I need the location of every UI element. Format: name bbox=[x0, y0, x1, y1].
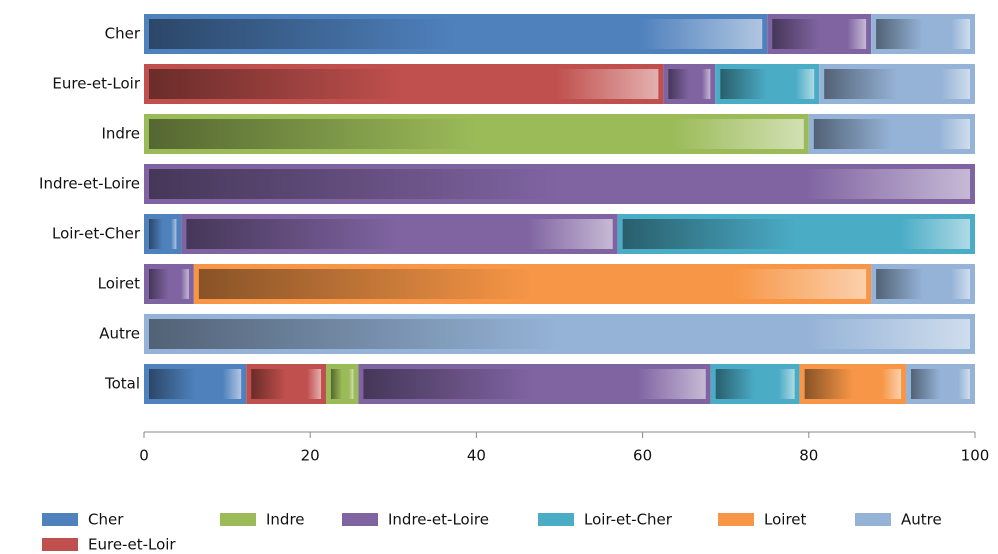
x-tick-label: 40 bbox=[467, 447, 486, 465]
y-tick-label: Indre-et-Loire bbox=[39, 175, 140, 193]
legend-swatch bbox=[220, 513, 256, 526]
x-tick-label: 20 bbox=[301, 447, 320, 465]
bar-segment-shade bbox=[149, 269, 189, 299]
bar-segment-shade bbox=[363, 369, 706, 399]
legend-swatch bbox=[342, 513, 378, 526]
bar-segment-shade bbox=[715, 369, 795, 399]
y-tick-label: Total bbox=[104, 375, 140, 393]
bar-segment-shade bbox=[813, 119, 970, 149]
legend-swatch bbox=[855, 513, 891, 526]
bar-segment-shade bbox=[149, 169, 970, 199]
bar-segment-shade bbox=[149, 319, 970, 349]
y-tick-label: Loir-et-Cher bbox=[52, 225, 141, 243]
bar-segment-shade bbox=[149, 19, 763, 49]
bar-segment-shade bbox=[876, 269, 970, 299]
bar-segment-shade bbox=[198, 269, 867, 299]
legend-swatch bbox=[42, 513, 78, 526]
bar-segment-shade bbox=[251, 369, 321, 399]
legend-label: Indre bbox=[266, 511, 305, 529]
legend-label: Loiret bbox=[764, 511, 807, 529]
bar-segment-shade bbox=[911, 369, 970, 399]
bar-segment-shade bbox=[330, 369, 354, 399]
bar-segment-shade bbox=[622, 219, 970, 249]
bar-segment-shade bbox=[824, 69, 970, 99]
legend-label: Indre-et-Loire bbox=[388, 511, 489, 529]
x-tick-label: 80 bbox=[799, 447, 818, 465]
bar-segment-shade bbox=[186, 219, 613, 249]
bar-segment-shade bbox=[149, 69, 659, 99]
legend-label: Loir-et-Cher bbox=[584, 511, 673, 529]
legend-swatch bbox=[42, 538, 78, 551]
y-tick-label: Cher bbox=[105, 25, 141, 43]
bar-segment-shade bbox=[149, 219, 177, 249]
legend-swatch bbox=[538, 513, 574, 526]
bar-segment-shade bbox=[804, 369, 902, 399]
bar-segment-shade bbox=[772, 19, 867, 49]
y-tick-label: Eure-et-Loir bbox=[52, 75, 140, 93]
bar-segment-shade bbox=[149, 369, 242, 399]
y-tick-label: Indre bbox=[101, 125, 140, 143]
legend-swatch bbox=[718, 513, 754, 526]
bar-segment-shade bbox=[720, 69, 815, 99]
legend-label: Autre bbox=[901, 511, 942, 529]
y-tick-label: Loiret bbox=[98, 275, 141, 293]
x-tick-label: 100 bbox=[961, 447, 990, 465]
y-tick-label: Autre bbox=[99, 325, 140, 343]
x-tick-label: 60 bbox=[633, 447, 652, 465]
bar-segment-shade bbox=[149, 119, 804, 149]
bar-segment-shade bbox=[876, 19, 970, 49]
bar-segment-shade bbox=[668, 69, 711, 99]
legend-label: Eure-et-Loir bbox=[88, 536, 176, 554]
legend-label: Cher bbox=[88, 511, 124, 529]
x-tick-label: 0 bbox=[139, 447, 149, 465]
